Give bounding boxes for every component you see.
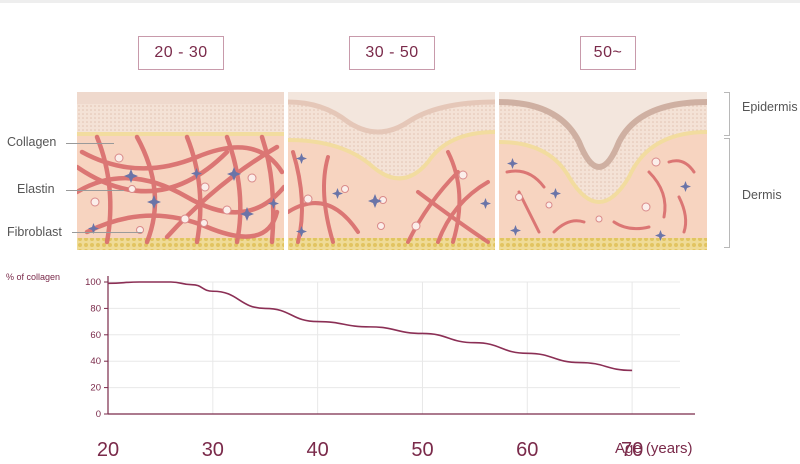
x-tick-label: 60 <box>516 439 538 461</box>
x-tick-label: 70 <box>621 439 643 461</box>
y-tick-label: 0 <box>96 409 101 420</box>
age-group-20-30: 20 - 30 <box>138 36 224 70</box>
elastin-stars <box>88 167 279 234</box>
x-tick-label: 50 <box>411 439 433 461</box>
fibroblast-leader-line <box>72 232 142 233</box>
fat-layer <box>499 238 707 250</box>
elastin-leader-line <box>66 190 124 191</box>
collagen-fibers <box>77 134 284 245</box>
y-tick-label: 80 <box>90 303 101 314</box>
x-tick-label: 40 <box>307 439 329 461</box>
y-tick-label: 40 <box>90 356 101 367</box>
epidermis-layer <box>288 102 495 179</box>
y-tick-label: 100 <box>85 277 101 288</box>
epidermis-bracket <box>724 92 730 136</box>
fibroblast-label: Fibroblast <box>7 225 62 239</box>
y-tick-label: 20 <box>90 383 101 394</box>
epidermis-layer <box>499 102 707 202</box>
collagen-fibers <box>505 159 696 234</box>
epidermis-layer <box>77 104 284 134</box>
chart-axes <box>104 276 695 415</box>
x-tick-label: 30 <box>202 439 224 461</box>
fat-layer <box>288 238 495 250</box>
dermis-label: Dermis <box>742 188 782 202</box>
chart-ticks: 0 20 40 60 80 100 20 30 40 50 60 70 <box>85 277 643 461</box>
fat-layer <box>77 238 284 250</box>
epidermis-label: Epidermis <box>742 100 798 114</box>
skin-panel-middle <box>288 92 495 250</box>
elastin-stars <box>507 158 691 241</box>
fibroblast-cells <box>515 157 661 223</box>
elastin-stars <box>296 153 491 237</box>
collagen-leader-line <box>66 143 114 144</box>
age-group-30-50: 30 - 50 <box>349 36 435 70</box>
fibroblast-cells <box>90 153 257 234</box>
collagen-series-line <box>107 281 633 372</box>
collagen-line-chart: 0 20 40 60 80 100 20 30 40 50 60 70 <box>85 276 695 461</box>
chart-y-axis-label: % of collagen <box>6 272 61 282</box>
chart-x-axis-label: Age (years) <box>615 440 693 457</box>
skin-panel-older <box>499 92 707 250</box>
y-tick-label: 60 <box>90 330 101 341</box>
elastin-label: Elastin <box>17 182 55 196</box>
chart-grid <box>108 281 680 414</box>
collagen-fibers <box>288 150 490 244</box>
skin-panel-young <box>77 92 284 250</box>
collagen-label: Collagen <box>7 135 57 149</box>
x-tick-label: 20 <box>97 439 119 461</box>
skin-surface <box>77 92 284 104</box>
dermis-bracket <box>724 138 730 248</box>
age-group-50-plus: 50~ <box>580 36 636 70</box>
fibroblast-cells <box>303 170 468 231</box>
top-divider <box>0 0 800 3</box>
